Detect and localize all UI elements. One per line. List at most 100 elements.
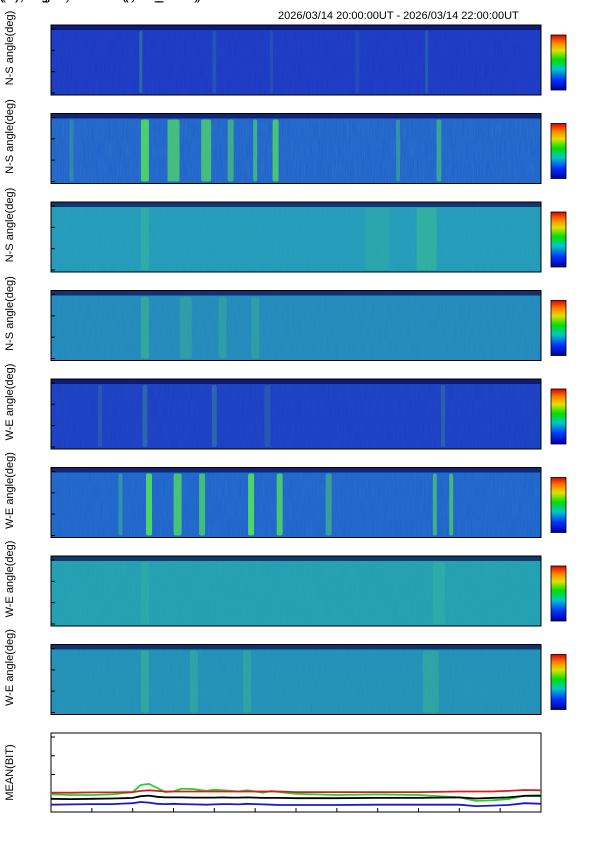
aurora-feature bbox=[199, 473, 206, 536]
time-range-label: 2026/03/14 20:00:00UT - 2026/03/14 22:00… bbox=[278, 10, 519, 22]
aurora-feature bbox=[269, 31, 274, 93]
keogram-edge bbox=[51, 202, 541, 207]
legend-entry: 560 bbox=[0, 0, 18, 3]
aurora-feature bbox=[146, 473, 152, 536]
colorbar-max-label: 255 bbox=[0, 0, 18, 3]
keogram-title: S-N Keogram at SYOWA(WMI2_560nm) bbox=[0, 0, 198, 3]
colorbar bbox=[550, 211, 567, 268]
keogram-title: S-N Keogram at SYOWA(WMI1_430nm) bbox=[0, 0, 198, 3]
colorbar-unit-label: (bit) bbox=[0, 0, 19, 3]
keogram-panel bbox=[50, 644, 567, 715]
chart-xtick-label: 2050 bbox=[0, 0, 12, 3]
keogram-texture bbox=[51, 113, 541, 184]
keogram-title: E-W Keogram at SYOWA(WMI2_560nm) bbox=[0, 0, 201, 3]
aurora-feature bbox=[416, 208, 437, 270]
keogram-title: S-N Keogram at SYOWA(WMI4_480nm) bbox=[0, 0, 198, 3]
chart-xtick-label: 2040 bbox=[0, 0, 12, 3]
series-line bbox=[50, 801, 542, 808]
aurora-feature bbox=[243, 650, 251, 713]
colorbar bbox=[550, 300, 567, 356]
keogram-panel bbox=[50, 555, 567, 627]
aurora-feature bbox=[253, 119, 258, 182]
colorbar bbox=[550, 477, 567, 533]
chart-xtick-label: 2140 bbox=[0, 0, 12, 3]
series-line bbox=[51, 789, 542, 794]
aurora-feature bbox=[140, 208, 149, 270]
chart-xtick-label: 2020 bbox=[0, 0, 12, 3]
aurora-feature bbox=[272, 119, 279, 182]
keogram-panel bbox=[50, 24, 567, 96]
colorbar-unit-label: (bit) bbox=[0, 0, 19, 3]
colorbar bbox=[550, 565, 567, 622]
keogram-frame bbox=[50, 201, 542, 273]
aurora-feature bbox=[422, 650, 439, 713]
colorbar-unit-label: (bit) bbox=[0, 0, 19, 3]
keogram-texture bbox=[51, 556, 541, 626]
aurora-feature bbox=[432, 473, 437, 536]
colorbar-unit-label: (bit) bbox=[0, 0, 19, 3]
aurora-feature bbox=[355, 31, 360, 93]
aurora-feature bbox=[98, 385, 102, 447]
keogram-ylabel: N-S angle(deg) bbox=[4, 99, 16, 174]
keogram-texture bbox=[51, 379, 541, 449]
keogram-edge bbox=[51, 556, 541, 561]
legend-entry: 430 bbox=[0, 0, 18, 3]
chart-xtick-label: 2000 bbox=[0, 0, 12, 3]
aurora-feature bbox=[251, 296, 260, 359]
keogram-edge bbox=[51, 644, 541, 650]
chart-xtick-label: 2120 bbox=[0, 0, 12, 3]
keogram-ylabel: W-E angle(deg) bbox=[4, 629, 16, 706]
keogram-frame bbox=[50, 24, 542, 96]
aurora-feature bbox=[396, 119, 401, 182]
colorbar-unit-label: (bit) bbox=[0, 0, 19, 3]
colorbar-max-label: 255 bbox=[0, 0, 18, 3]
colorbar-min-label: 0 bbox=[0, 0, 6, 3]
aurora-feature bbox=[264, 385, 271, 447]
keogram-frame bbox=[50, 290, 542, 361]
keogram-frame bbox=[50, 644, 542, 715]
chart-xtick-label: 2130 bbox=[0, 0, 12, 3]
colorbar-max-label: 255 bbox=[0, 0, 18, 3]
aurora-feature bbox=[140, 562, 149, 624]
chart-xtick-label: 2010 bbox=[0, 0, 12, 3]
colorbar-unit-label: (bit) bbox=[0, 0, 19, 3]
colorbar-min-label: 0 bbox=[0, 0, 6, 3]
keogram-panel bbox=[50, 201, 567, 273]
keogram-edge bbox=[51, 113, 541, 119]
keogram-texture bbox=[51, 290, 541, 361]
chart-frame bbox=[50, 732, 542, 813]
keogram-ylabel: N-S angle(deg) bbox=[4, 11, 16, 86]
aurora-feature bbox=[139, 31, 143, 93]
keogram-edge bbox=[51, 290, 541, 296]
chart-xtick-label: 2100 bbox=[0, 0, 12, 3]
colorbar-max-label: 255 bbox=[0, 0, 18, 3]
colorbar-min-label: 0 bbox=[0, 0, 6, 3]
aurora-feature bbox=[212, 31, 217, 93]
keogram-title: S-N Keogram at SYOWA(WMI3_486nm) bbox=[0, 0, 198, 3]
aurora-feature bbox=[142, 385, 148, 447]
aurora-feature bbox=[218, 296, 227, 359]
colorbar-min-label: 0 bbox=[0, 0, 6, 3]
colorbar-max-label: 255 bbox=[0, 0, 18, 3]
series-line bbox=[50, 794, 541, 801]
keogram-edge bbox=[51, 25, 541, 30]
colorbar-max-label: 255 bbox=[0, 0, 18, 3]
legend-entry: 486 bbox=[0, 0, 18, 3]
keogram-ylabel: N-S angle(deg) bbox=[4, 276, 16, 351]
keogram-edge bbox=[51, 467, 541, 473]
aurora-feature bbox=[179, 296, 192, 359]
colorbar-unit-label: (bit) bbox=[0, 0, 19, 3]
aurora-feature bbox=[325, 473, 332, 536]
aurora-feature bbox=[140, 650, 149, 713]
colorbar bbox=[550, 654, 567, 710]
keogram-panel bbox=[50, 467, 567, 538]
aurora-feature bbox=[276, 473, 283, 536]
keogram-texture bbox=[51, 25, 541, 95]
aurora-feature bbox=[441, 385, 445, 447]
aurora-feature bbox=[167, 119, 180, 182]
keogram-texture bbox=[51, 644, 541, 715]
colorbar-min-label: 0 bbox=[0, 0, 6, 3]
chart-xtick-label: 2200 bbox=[0, 0, 12, 3]
colorbar-min-label: 0 bbox=[0, 0, 6, 3]
colorbar bbox=[550, 34, 567, 91]
